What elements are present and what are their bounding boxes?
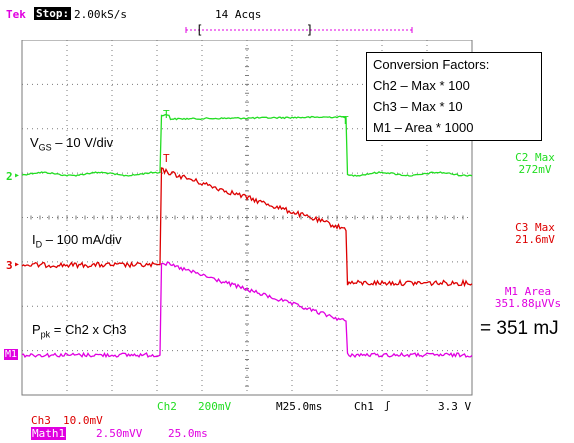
svg-text:]: ]: [306, 23, 313, 37]
ch3-scale[interactable]: 10.0mV: [63, 414, 103, 427]
ch2-ground-marker[interactable]: 2: [6, 170, 13, 183]
channel-status-bar: Ch2 200mV M25.0ms Ch1 ʃ 3.3 V Ch3 10.0mV…: [0, 396, 574, 443]
ch3-waveform: [21, 167, 473, 288]
ppk-annotation: Ppk = Ch2 x Ch3: [32, 322, 127, 340]
trigger-position-bar: [ ]: [185, 23, 413, 37]
ch3-marker-arrow-icon: ▸: [14, 259, 21, 270]
svg-text:T: T: [163, 108, 170, 121]
conversion-title: Conversion Factors:: [373, 57, 490, 72]
brand-label: Tek: [6, 8, 26, 21]
math1-timebase[interactable]: 25.0ms: [168, 427, 208, 440]
status-header: Tek Stop: 2.00kS/s 14 Acqs [ ]: [0, 0, 574, 40]
id-annotation: ID – 100 mA/div: [32, 232, 122, 250]
m1-area-readout: M1 Area 351.88µVVs: [494, 285, 562, 310]
math1-scale[interactable]: 2.50mVV: [96, 427, 143, 440]
trigger-source[interactable]: Ch1: [354, 400, 374, 413]
svg-text:[: [: [196, 23, 203, 37]
ch3-label[interactable]: Ch3: [31, 414, 51, 427]
trigger-level[interactable]: 3.3 V: [438, 400, 472, 413]
ch2-scale[interactable]: 200mV: [198, 400, 232, 413]
sample-rate: 2.00kS/s: [74, 8, 127, 21]
trigger-cursor-markers: T T T: [163, 108, 349, 165]
conversion-line: Ch3 – Max * 10: [373, 99, 463, 114]
conversion-line: M1 – Area * 1000: [373, 120, 474, 135]
c2-max-readout: C2 Max 272mV: [515, 151, 555, 176]
vgs-annotation: VGS – 10 V/div: [30, 135, 114, 153]
math1-label[interactable]: Math1: [31, 427, 67, 440]
math1-waveform: [21, 261, 473, 359]
acquisition-state-badge: Stop:: [34, 7, 72, 20]
svg-text:T: T: [342, 114, 349, 127]
conversion-factors-box: Conversion Factors: Ch2 – Max * 100 Ch3 …: [366, 52, 542, 141]
energy-annotation: = 351 mJ: [480, 318, 559, 339]
ch3-ground-marker[interactable]: 3: [6, 259, 13, 272]
timebase[interactable]: M25.0ms: [276, 400, 323, 413]
acquisition-count: 14 Acqs: [215, 8, 262, 21]
c3-max-readout: C3 Max 21.6mV: [515, 221, 555, 246]
ch2-label[interactable]: Ch2: [157, 400, 177, 413]
svg-text:T: T: [163, 152, 170, 165]
ch2-marker-arrow-icon: ▸: [14, 170, 21, 181]
m1-ground-marker[interactable]: M1: [4, 349, 19, 360]
trigger-slope-icon: ʃ: [384, 399, 391, 412]
conversion-line: Ch2 – Max * 100: [373, 78, 470, 93]
waveform-display: T T T: [21, 40, 473, 396]
ch2-waveform: [21, 113, 473, 177]
